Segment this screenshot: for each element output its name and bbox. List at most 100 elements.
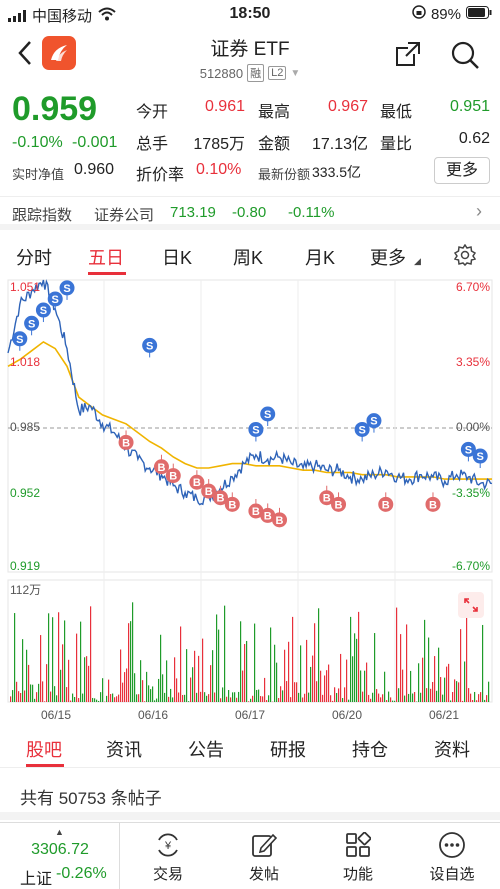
volume-bar: [78, 698, 80, 702]
svg-text:B: B: [169, 471, 177, 483]
volume-bar: [334, 687, 336, 702]
index-ticker[interactable]: ▲ 3306.72 上证 -0.26%: [0, 823, 120, 889]
tab-day-k[interactable]: 日K: [162, 248, 193, 268]
app-logo-icon[interactable]: [42, 36, 76, 70]
volume-bar: [216, 614, 218, 702]
index-name: 上证: [20, 871, 53, 888]
tab-announcements[interactable]: 公告: [188, 740, 224, 760]
volume-bar: [102, 678, 104, 702]
tracking-index-row[interactable]: 跟踪指数 证券公司 713.19 -0.80 -0.11% ›: [0, 196, 500, 230]
volume-bar: [192, 667, 194, 702]
volume-bar: [480, 692, 482, 702]
volume-bar: [396, 607, 398, 702]
code-row: 512880 融 L2 ▼: [0, 64, 500, 82]
tab-month-k[interactable]: 月K: [305, 248, 336, 268]
volume-bar: [292, 616, 294, 702]
volume-bar: [206, 695, 208, 702]
volume-bar: [328, 664, 330, 702]
volume-bar: [442, 694, 444, 702]
tab-week-k[interactable]: 周K: [233, 248, 264, 268]
volume-bar: [348, 699, 350, 702]
volume-bar: [150, 689, 152, 702]
volume-bar: [68, 659, 70, 702]
volume-bar: [134, 673, 136, 702]
search-icon[interactable]: [448, 38, 482, 72]
volume-bar: [196, 692, 198, 702]
nav-value: 0.960: [74, 161, 115, 178]
dropdown-caret-icon[interactable]: ▼: [290, 67, 301, 79]
svg-text:S: S: [477, 451, 484, 463]
active-content-tab-indicator: [26, 764, 64, 767]
x-label: 06/15: [41, 708, 71, 722]
sell-marker: S: [460, 441, 476, 462]
high-label: 最高: [258, 104, 291, 121]
settings-gear-icon[interactable]: [452, 242, 478, 268]
add-watchlist-button[interactable]: 设自选: [414, 823, 490, 889]
tab-holdings[interactable]: 持仓: [352, 740, 388, 760]
volume-bar: [410, 670, 412, 702]
volume-bar: [486, 695, 488, 702]
volume-bar: [24, 690, 26, 702]
volume-ratio-value: 0.62: [458, 130, 490, 147]
volume-bar: [236, 697, 238, 702]
post-button[interactable]: 发帖: [226, 823, 302, 889]
svg-text:B: B: [429, 499, 437, 511]
volume-bar: [204, 692, 206, 702]
tab-intraday[interactable]: 分时: [16, 248, 52, 268]
tracking-index-name: 证券公司: [94, 207, 155, 224]
y-label-left: 0.985: [10, 420, 40, 434]
volume-bar: [462, 700, 464, 702]
volume-bar: [156, 698, 158, 702]
tab-profile[interactable]: 资料: [434, 740, 470, 760]
volume-bar: [380, 697, 382, 702]
volume-bar: [132, 602, 134, 702]
tracking-change: -0.80: [232, 204, 267, 221]
volume-bar: [64, 620, 66, 702]
tab-forum[interactable]: 股吧: [26, 740, 62, 760]
shares-label: 最新份额: [258, 167, 311, 182]
volume-bar: [122, 682, 124, 702]
buy-marker: B: [319, 485, 335, 506]
expand-icon[interactable]: [458, 592, 484, 618]
volume-bar: [356, 638, 358, 702]
sell-marker: S: [472, 448, 488, 469]
tracking-label: 跟踪指数: [12, 207, 73, 224]
volume-bar: [256, 689, 258, 702]
tab-more[interactable]: 更多: [370, 248, 406, 268]
low-value: 0.951: [449, 98, 490, 115]
trade-button[interactable]: ¥ 交易: [130, 823, 206, 889]
volume-bar: [108, 679, 110, 702]
svg-text:S: S: [16, 334, 23, 346]
volume-bar: [268, 695, 270, 702]
volume-bar: [112, 693, 114, 702]
functions-button[interactable]: 功能: [320, 823, 396, 889]
share-icon[interactable]: [392, 38, 424, 70]
volume-bar: [310, 666, 312, 702]
volume-bar: [408, 693, 410, 702]
volume-bar: [370, 698, 372, 702]
svg-text:¥: ¥: [164, 840, 172, 852]
volume-bar: [482, 624, 484, 702]
volume-bar: [476, 700, 478, 702]
volume-bar: [52, 617, 54, 702]
volume-bar: [432, 681, 434, 702]
volume-bar: [72, 693, 74, 702]
functions-label: 功能: [342, 866, 373, 883]
volume-bar: [178, 692, 180, 702]
tab-research[interactable]: 研报: [270, 740, 306, 760]
volume-bar: [418, 663, 420, 702]
caret-up-icon: ▲: [55, 827, 64, 837]
volume-bar: [300, 645, 302, 702]
svg-text:B: B: [157, 462, 165, 474]
volume-bar: [200, 691, 202, 702]
volume-bar: [430, 688, 432, 702]
sell-marker: S: [35, 302, 51, 323]
more-button[interactable]: 更多: [434, 157, 490, 184]
tab-five-day[interactable]: 五日: [88, 248, 124, 268]
sell-marker: S: [12, 331, 28, 351]
volume-bar: [422, 657, 424, 702]
y-label-right: -6.70%: [452, 559, 490, 573]
back-icon[interactable]: [12, 36, 38, 70]
tab-news[interactable]: 资讯: [106, 740, 142, 760]
